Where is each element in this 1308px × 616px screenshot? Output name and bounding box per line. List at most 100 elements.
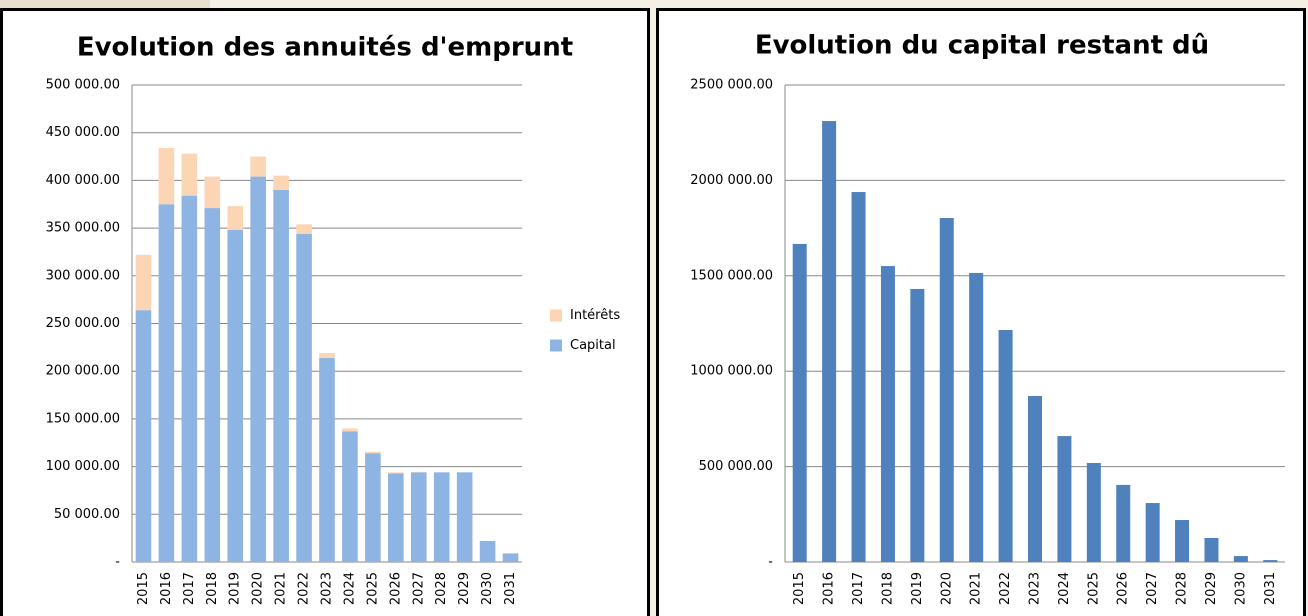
y-tick-label: 1500 000.00 — [690, 268, 773, 283]
x-tick-label: 2025 — [1086, 572, 1101, 605]
x-tick-label: 2029 — [1204, 572, 1219, 605]
bar — [1116, 484, 1131, 562]
bar-segment — [158, 204, 175, 562]
x-tick-label: 2022 — [297, 572, 312, 605]
y-tick-label: 1000 000.00 — [690, 364, 773, 379]
x-tick-label: 2022 — [998, 572, 1013, 605]
bar-segment — [204, 176, 221, 209]
bar — [880, 266, 895, 562]
x-tick-label: 2031 — [503, 572, 518, 605]
bar-segment — [433, 472, 450, 562]
x-tick-label: 2018 — [880, 572, 895, 605]
y-tick-label: 350 000.00 — [46, 221, 120, 236]
x-tick-label: 2021 — [274, 572, 289, 605]
bar-segment — [135, 254, 152, 311]
bar — [998, 329, 1013, 562]
bar — [792, 243, 807, 562]
bar-segment — [181, 153, 198, 196]
y-tick-label: - — [768, 555, 773, 570]
bar-segment — [365, 451, 381, 454]
bar-segment — [388, 473, 404, 562]
bar-segment — [342, 428, 358, 432]
bar — [822, 121, 837, 562]
x-tick-label: 2023 — [320, 572, 335, 605]
y-tick-label: - — [115, 555, 120, 570]
y-tick-label: 2000 000.00 — [690, 173, 773, 188]
bar-segment — [273, 175, 289, 190]
x-tick-label: 2024 — [1057, 572, 1072, 605]
y-tick-label: 150 000.00 — [46, 411, 120, 426]
chart-title: Evolution des annuités d'emprunt — [77, 33, 573, 63]
legend-label: Intérêts — [570, 308, 620, 323]
bar-segment — [181, 195, 198, 562]
bar — [910, 288, 925, 562]
chart-title: Evolution du capital restant dû — [755, 31, 1209, 61]
bar-segment — [250, 156, 266, 177]
x-tick-label: 2029 — [457, 572, 472, 605]
corner — [0, 0, 210, 10]
bar-segment — [158, 147, 175, 205]
bar-segment — [342, 431, 358, 562]
y-tick-label: 2500 000.00 — [690, 78, 773, 93]
bar — [1028, 396, 1042, 562]
x-tick-label: 2027 — [1145, 572, 1160, 605]
x-tick-label: 2030 — [1233, 572, 1248, 605]
y-tick-label: 400 000.00 — [46, 173, 120, 188]
y-tick-label: 500 000.00 — [46, 78, 120, 93]
x-tick-label: 2020 — [251, 572, 266, 605]
legend-label: Capital — [570, 338, 616, 353]
x-tick-label: 2018 — [205, 572, 220, 605]
bar — [1233, 556, 1248, 562]
x-tick-label: 2015 — [136, 572, 151, 605]
bar — [939, 217, 954, 562]
bar-segment — [250, 176, 266, 563]
x-tick-label: 2026 — [388, 572, 403, 605]
bar-segment — [204, 208, 221, 563]
x-tick-label: 2017 — [851, 572, 866, 605]
bar-segment — [135, 310, 152, 562]
bar-segment — [296, 224, 312, 234]
bar — [1086, 462, 1101, 562]
x-tick-label: 2017 — [182, 572, 197, 605]
x-tick-label: 2024 — [342, 572, 357, 605]
bar — [1057, 436, 1072, 562]
y-tick-label: 450 000.00 — [46, 125, 120, 140]
bar-segment — [296, 233, 312, 562]
legend-swatch — [550, 309, 562, 322]
x-tick-label: 2021 — [969, 572, 984, 605]
y-tick-label: 100 000.00 — [46, 459, 120, 474]
bar-segment — [227, 206, 244, 231]
x-tick-label: 2026 — [1116, 572, 1131, 605]
x-tick-label: 2020 — [939, 572, 954, 605]
bar-segment — [365, 453, 381, 562]
y-tick-label: 200 000.00 — [46, 364, 120, 379]
x-tick-label: 2028 — [434, 572, 449, 605]
x-tick-label: 2023 — [1028, 572, 1043, 605]
x-tick-label: 2030 — [480, 572, 495, 605]
bar — [851, 192, 866, 562]
x-tick-label: 2027 — [411, 572, 426, 605]
bar — [969, 272, 984, 562]
x-tick-label: 2019 — [228, 572, 243, 605]
x-tick-label: 2016 — [159, 572, 174, 605]
bar — [1204, 537, 1219, 562]
y-tick-label: 50 000.00 — [54, 507, 120, 522]
x-tick-label: 2016 — [822, 572, 837, 605]
bar-segment — [319, 357, 335, 562]
bar-segment — [388, 472, 404, 474]
x-tick-label: 2015 — [792, 572, 807, 605]
x-tick-label: 2028 — [1175, 572, 1190, 605]
x-tick-label: 2031 — [1263, 572, 1278, 605]
bar-segment — [273, 189, 289, 562]
y-tick-label: 250 000.00 — [46, 316, 120, 331]
bar-segment — [456, 472, 473, 562]
bar-segment — [319, 353, 335, 358]
bar-segment — [227, 230, 244, 562]
bar-segment — [479, 541, 496, 562]
bar — [1263, 560, 1278, 562]
y-tick-label: 500 000.00 — [699, 459, 773, 474]
x-tick-label: 2019 — [910, 572, 925, 605]
x-tick-label: 2025 — [365, 572, 380, 605]
bar-segment — [502, 553, 519, 562]
